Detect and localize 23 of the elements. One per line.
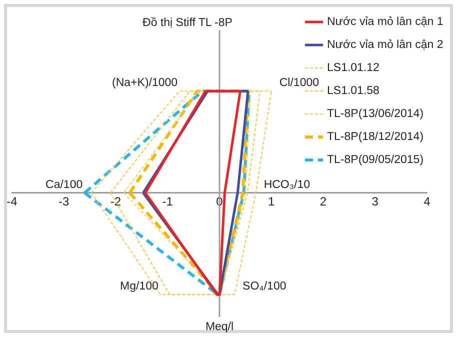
legend-label: LS1.01.58 — [327, 85, 380, 98]
x-tick-label: 1 — [268, 194, 276, 208]
annotation: HCO₃/10 — [264, 178, 310, 191]
legend-label: Nước vỉa mỏ lân cận 1 — [327, 16, 444, 28]
x-axis-title: Meq/l — [205, 321, 234, 333]
x-tick-label: 2 — [320, 194, 327, 208]
annotation: SO₄/100 — [242, 280, 286, 293]
x-tick-label: -4 — [6, 194, 18, 208]
x-tick-label: 4 — [424, 194, 431, 208]
legend-label: TL-8P(18/12/2014) — [327, 131, 424, 144]
legend-label: Nước vỉa mỏ lân cận 2 — [327, 39, 444, 52]
annotation: Mg/100 — [120, 280, 158, 293]
x-tick-label: -2 — [110, 194, 122, 208]
x-tick-label: 3 — [372, 194, 379, 208]
legend-label: LS1.01.12 — [327, 62, 380, 74]
x-tick-label: -1 — [162, 194, 174, 208]
annotation: Ca/100 — [46, 178, 83, 191]
chart-title: Đồ thị Stiff TL -8P — [142, 17, 233, 29]
x-tick-label: -3 — [58, 194, 70, 208]
legend-label: TL-8P(13/06/2014) — [327, 108, 424, 120]
text: Cl/1000 — [279, 77, 320, 90]
legend-label: TL-8P(09/05/2015) — [327, 154, 424, 166]
text: (Na+K)/1000 — [112, 77, 178, 90]
